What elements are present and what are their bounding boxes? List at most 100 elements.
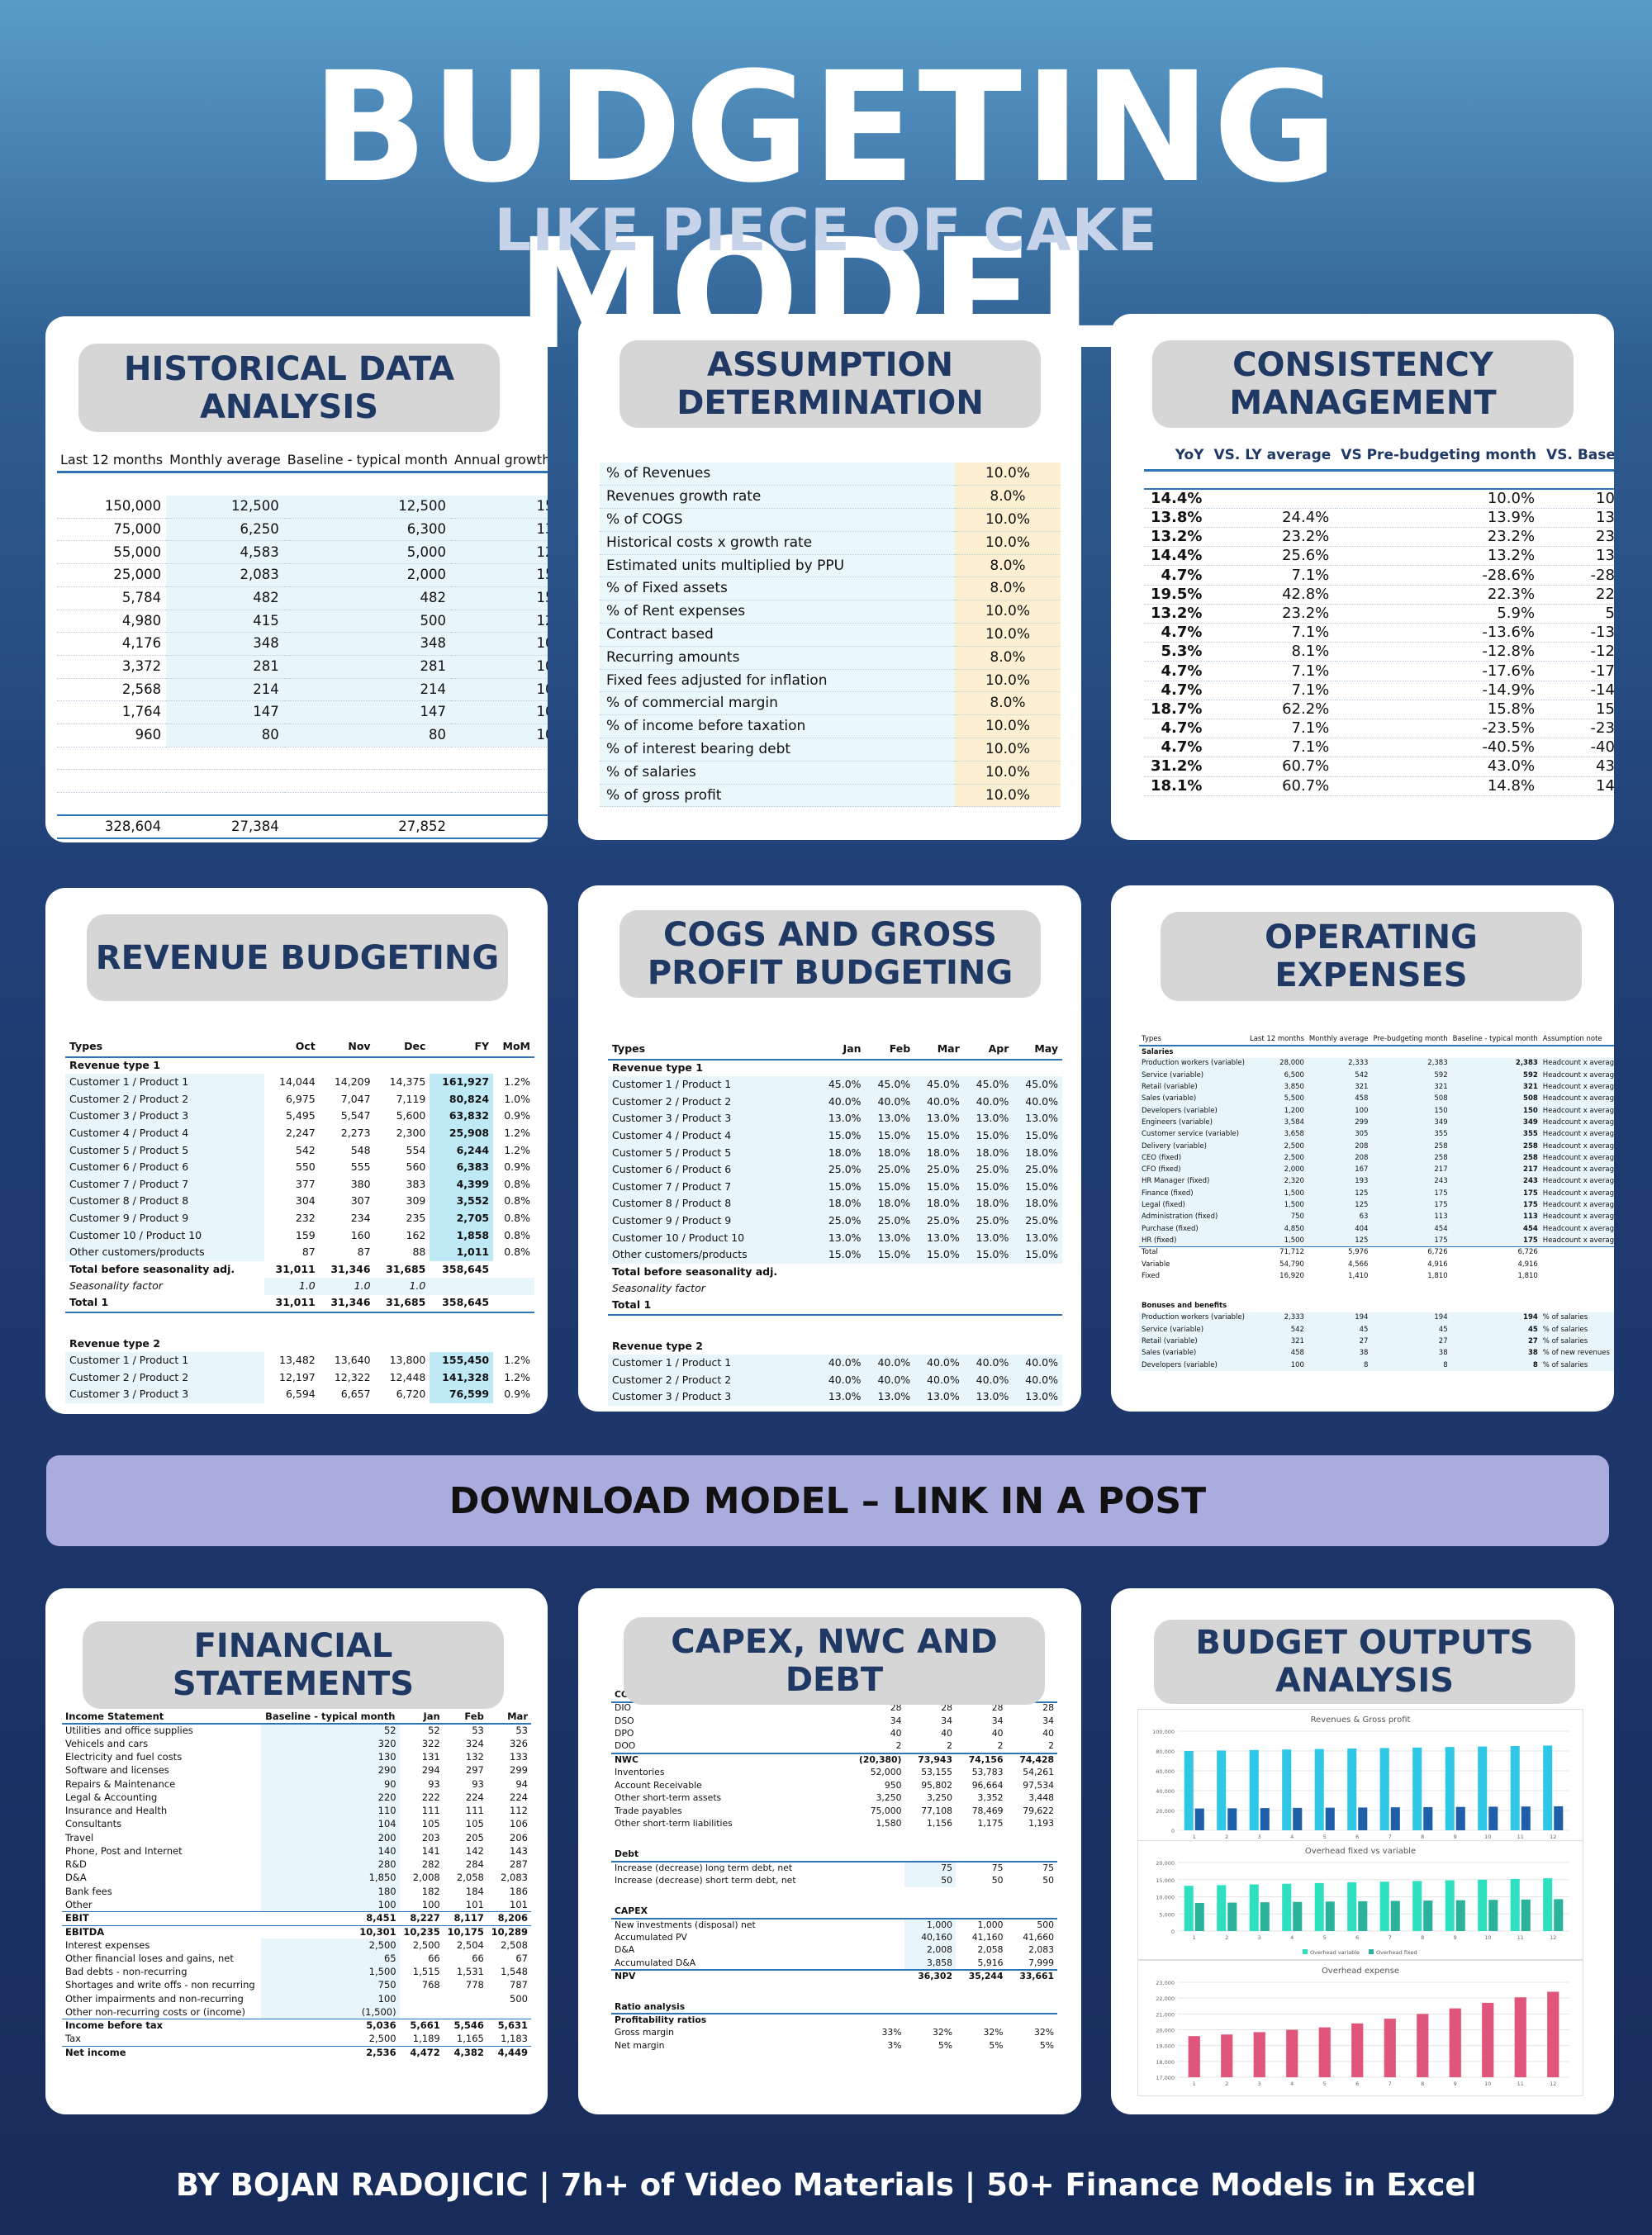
value-cell: 2,705 [430,1209,494,1227]
assumption-label: Revenues growth rate [600,485,955,510]
value-cell: 75,000 [870,1805,902,1816]
value-cell: 380 [350,1177,371,1190]
value-cell: 167 [1306,1164,1371,1176]
empty-cell [451,472,548,496]
value-cell: 7.1% [1208,719,1336,739]
value-cell: 5.9% [1336,604,1542,624]
column-header: Types [608,1042,816,1061]
total-cell: 27,384 [166,815,284,839]
assumption-value: 10.0% [955,669,1061,693]
bar-overhead-expense-8 [1417,2014,1429,2077]
footer-credits: BY BOJAN RADOJICIC | 7h+ of Video Materi… [175,2167,1477,2203]
season-row: Seasonality factor [608,1280,1062,1298]
value-cell [1208,489,1336,509]
card-title: OPERATING EXPENSES [1161,912,1582,1001]
before-row: Total before seasonality adj. 31,011 31,34… [65,1261,534,1279]
value-cell: 18.0% [865,1144,915,1162]
value-cell: 33% [881,2027,902,2038]
value-cell: Interest expenses [65,1938,150,1951]
value-cell: 40 [890,1728,902,1739]
empty-cell [375,1312,430,1336]
row-label: Customer 10 / Product 10 [65,1227,264,1245]
data-row: Trade payables 75,000 77,108 78,469 79,622 [611,1805,1057,1818]
value-cell: Headcount x average salary [1540,1175,1614,1188]
data-row: 4.7%7.1%-13.6%-13.6% [1144,623,1614,643]
total-row: Total 71,712 5,976 6,726 6,726 [1139,1246,1614,1259]
data-row: Electricity and fuel costs 130 131 132 133 [62,1750,531,1764]
value-cell: 45 [1370,1323,1450,1336]
column-header: Assumption note [1540,1034,1614,1047]
bar-overhead-variable-4 [1282,1883,1292,1931]
download-banner[interactable]: DOWNLOAD MODEL – LINK IN A POST [46,1455,1609,1546]
y-tick-label: 19,000 [1156,2043,1175,2050]
value-cell: 305 [1306,1128,1371,1141]
data-row: Other short-term liabilities 1,580 1,156 1,… [611,1818,1057,1831]
value-cell: 63 [1306,1211,1371,1223]
value-cell: 1.0 [374,1278,430,1295]
value-cell: 1.2% [504,1075,530,1089]
financial-table: Income Statement Baseline - typical month… [62,1711,531,2060]
value-cell: 88 [412,1246,426,1259]
column-header: Feb [865,1042,915,1061]
value-cell: 5,036 [261,2019,400,2033]
value-cell: 206 [510,1831,528,1844]
value-cell: 15.0% [450,563,548,587]
subtotal-row: 28,153 [57,747,548,771]
value-cell: 321 [1370,1081,1450,1094]
empty-cell [1006,1983,1057,2001]
value-cell: 15.0% [815,1178,866,1196]
empty-cell [1013,1297,1062,1316]
data-row: Customer 2 / Product 2 40.0% 40.0% 40.0% 40.… [608,1093,1062,1111]
data-row: Accumulated PV 40,160 41,160 41,660 [611,1931,1057,1945]
value-cell: Account Receivable [615,1779,702,1791]
value-cell: 12,322 [334,1370,371,1383]
value-cell: DOO [615,1740,636,1752]
y-tick-label: 40,000 [1156,1788,1175,1795]
value-cell: 40 [991,1728,1004,1739]
value-cell: 8,227 [399,1911,444,1925]
total-row: Total 1 [608,1297,1062,1316]
x-tick-label: 4 [1290,1934,1294,1941]
value-cell: 555 [350,1160,371,1174]
empty-cell [904,2001,956,2014]
value-cell: Delivery (variable) [1139,1140,1247,1152]
spacer-row [611,1887,1057,1905]
value-cell: 15.0% [914,1246,964,1264]
assumption-label: Recurring amounts [600,646,955,670]
value-cell: 6,300 [283,518,451,542]
value-cell: Headcount x average salary [1540,1235,1614,1247]
value-cell: 258 [1450,1140,1540,1152]
section-row: Revenue type 1 [608,1060,1062,1077]
value-cell: 6,250 [166,518,284,542]
data-row: 4.7%7.1%-14.9%-14.9% [1144,681,1614,700]
value-cell: 40.0% [815,1355,866,1372]
value-cell: Headcount x average salary [1540,1187,1614,1200]
value-cell: 80,824 [430,1090,494,1108]
card-capex-nwc-debt: CC DIO 28 28 28 28 DSO 34 34 34 34 DPO 40 40 40 40 DOO 2 2… [578,1588,1081,2114]
value-cell: 53 [515,1725,528,1737]
total-cell: 328,604 [57,815,167,839]
x-tick-label: 8 [1421,1834,1424,1840]
empty-cell [450,747,548,771]
value-cell: 542 [295,1143,316,1156]
value-cell: 125 [1306,1235,1371,1247]
value-cell: NPV [611,1969,844,1983]
value-cell: Net margin [615,2040,665,2052]
value-cell: EBIT [62,1911,261,1925]
empty-cell [1208,470,1336,491]
value-cell: 0.9% [504,1160,530,1174]
value-cell: 23.2% [1541,527,1614,548]
value-cell: 40.0% [963,1355,1014,1372]
value-cell: Customer 6 / Product 6 [608,1161,816,1179]
value-cell: 25,000 [57,563,167,587]
value-cell: 454 [1450,1222,1540,1236]
column-header: Jan [815,1042,866,1061]
data-row: 13.2%23.2%23.2%23.2% [1144,527,1614,548]
value-cell: Customer 2 / Product 2 [608,1093,816,1111]
y-tick-label: 18,000 [1156,2059,1175,2066]
data-row: Bad debts - non-recurring 1,500 1,515 1,531… [62,1965,531,1979]
value-cell: 62.2% [1208,700,1336,719]
value-cell: 34 [890,1715,902,1726]
value-cell: 960 [57,724,167,747]
bar-gross-profit-8 [1423,1806,1433,1830]
